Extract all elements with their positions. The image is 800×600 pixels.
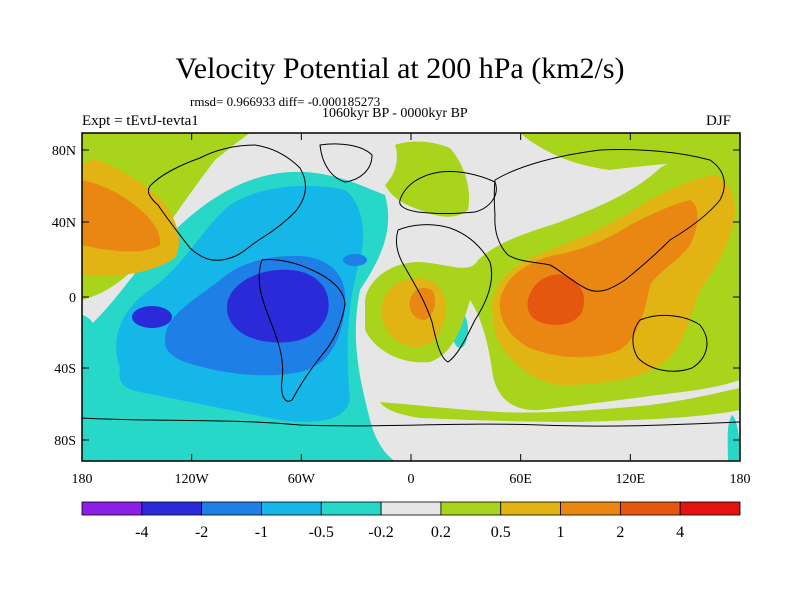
colorbar-swatch	[440, 501, 502, 516]
contour-negative-small	[343, 254, 367, 266]
period-label: 1060kyr BP - 0000kyr BP	[322, 106, 468, 121]
contour-positive-south-atlantic	[380, 388, 740, 422]
stats-line: rmsd= 0.966933 diff= -0.000185273	[190, 94, 381, 109]
x-tick-label: 60E	[509, 472, 532, 487]
colorbar: -4 -2 -1 -0.5 -0.2 0.2 0.5 1 2 4	[81, 501, 741, 541]
colorbar-label: -4	[135, 524, 148, 541]
colorbar-label: -0.2	[368, 524, 393, 541]
x-tick-label: 180	[72, 472, 93, 487]
coast-asia	[493, 148, 725, 292]
x-tick-label: 60W	[288, 472, 316, 487]
contour-negative-2-west	[132, 306, 172, 328]
coast-south-america	[258, 259, 346, 402]
y-tick-label: 40S	[54, 362, 76, 377]
coast-australia	[632, 315, 708, 372]
x-axis: 180 120W 60W 0 60E 120E 180	[72, 133, 751, 487]
colorbar-swatch	[560, 501, 621, 516]
colorbar-label: 2	[616, 524, 624, 541]
colorbar-label: -0.5	[309, 524, 334, 541]
colorbar-swatch	[679, 501, 741, 516]
x-tick-label: 0	[408, 472, 415, 487]
y-axis: 80N 40N 0 40S 80S	[52, 144, 740, 449]
coast-europe	[399, 171, 497, 214]
contour-negative-se-edge	[727, 415, 740, 461]
coast-antarctica	[82, 417, 740, 427]
colorbar-swatch	[201, 501, 262, 516]
experiment-label: Expt = tEvtJ-tevta1	[82, 113, 199, 129]
colorbar-swatch	[81, 501, 143, 516]
map-title: Velocity Potential at 200 hPa (km2/s)	[175, 52, 625, 85]
contour-positive-2	[527, 274, 585, 325]
x-tick-label: 120W	[175, 472, 210, 487]
colorbar-label: 0.5	[491, 524, 511, 541]
contour-negative-west-edge	[82, 315, 96, 352]
x-tick-label: 120E	[616, 472, 646, 487]
contour-positive-0.2-top	[520, 133, 740, 170]
colorbar-label: 1	[557, 524, 565, 541]
colorbar-swatch	[500, 501, 561, 516]
colorbar-label: 0.2	[431, 524, 451, 541]
coast-africa	[395, 224, 493, 363]
y-tick-label: 80S	[54, 434, 76, 449]
colorbar-swatch	[320, 501, 382, 516]
coast-greenland	[319, 143, 373, 183]
colorbar-swatch	[619, 501, 681, 516]
contour-positive-1-pacific	[82, 180, 161, 252]
y-tick-label: 0	[69, 291, 76, 306]
colorbar-swatch	[141, 501, 203, 516]
colorbar-swatch	[380, 501, 442, 516]
y-tick-label: 40N	[52, 216, 76, 231]
colorbar-label: -1	[255, 524, 268, 541]
contour-positive-arctic	[82, 133, 250, 165]
contour-field	[82, 133, 740, 461]
colorbar-swatch	[261, 501, 322, 516]
season-label: DJF	[706, 113, 732, 129]
y-tick-label: 80N	[52, 144, 76, 159]
contour-negative-2	[227, 269, 329, 343]
colorbar-label: 4	[676, 524, 684, 541]
contour-positive-atlantic	[385, 141, 470, 217]
coastlines	[82, 143, 740, 427]
colorbar-label: -2	[195, 524, 208, 541]
x-tick-label: 180	[730, 472, 751, 487]
coast-north-america	[147, 144, 306, 261]
